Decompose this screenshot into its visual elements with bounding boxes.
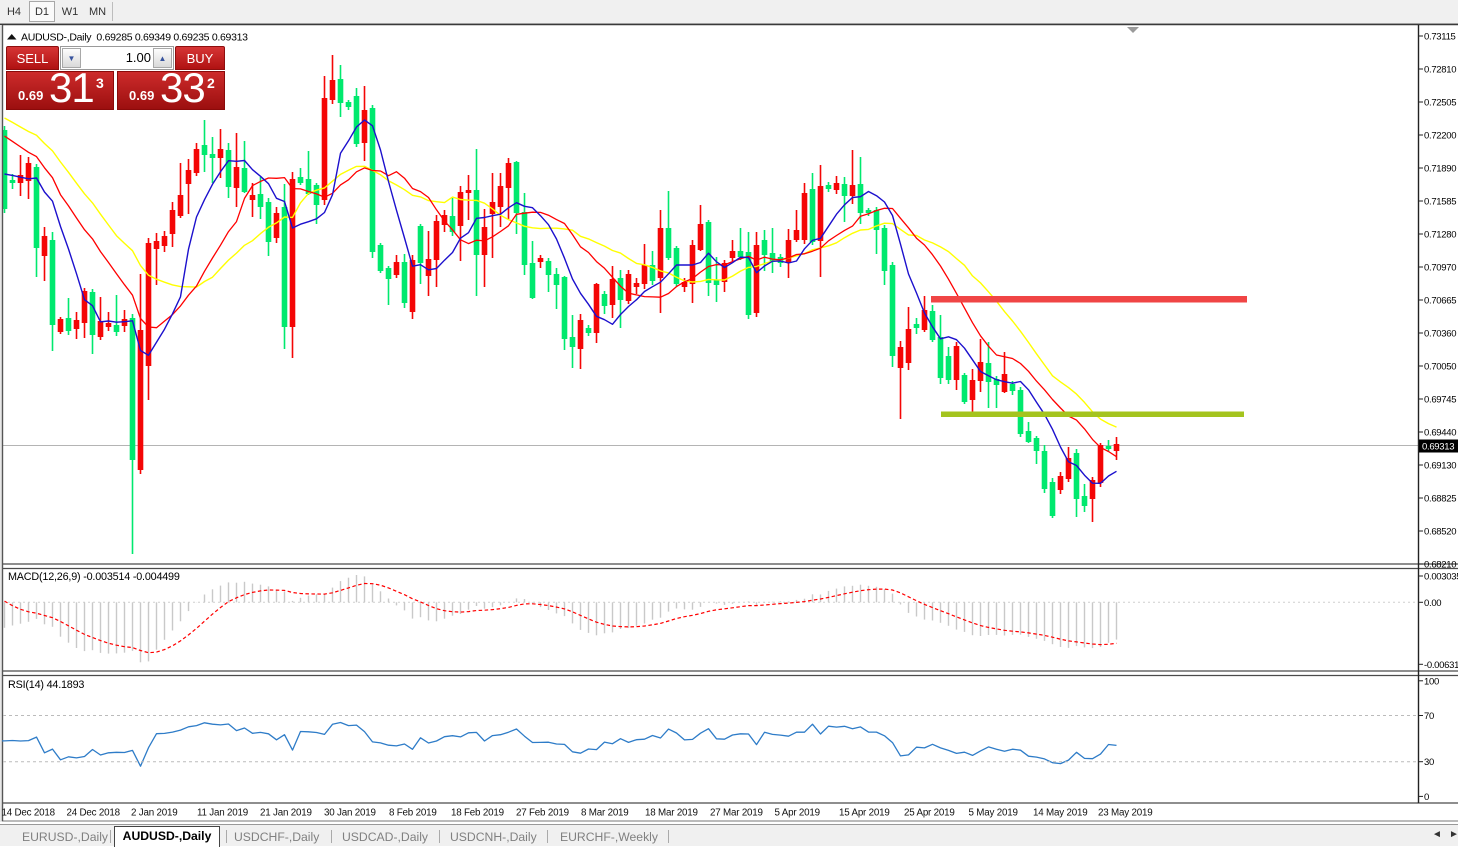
svg-text:30: 30 <box>1424 757 1434 768</box>
svg-text:0.70970: 0.70970 <box>1424 263 1456 274</box>
svg-text:RSI(14) 44.1893: RSI(14) 44.1893 <box>8 679 84 691</box>
svg-text:0.71585: 0.71585 <box>1424 197 1456 208</box>
svg-text:25 Apr 2019: 25 Apr 2019 <box>904 808 955 819</box>
svg-text:100: 100 <box>1424 676 1439 687</box>
svg-text:0.70050: 0.70050 <box>1424 362 1456 373</box>
svg-text:27 Mar 2019: 27 Mar 2019 <box>710 808 763 819</box>
svg-text:18 Feb 2019: 18 Feb 2019 <box>451 808 504 819</box>
svg-text:0.69745: 0.69745 <box>1424 395 1456 406</box>
svg-text:AUDUSD-,Daily 0.69285 0.69349: AUDUSD-,Daily 0.69285 0.69349 0.69235 0.… <box>21 32 248 44</box>
svg-text:14 May 2019: 14 May 2019 <box>1033 808 1087 819</box>
svg-text:MACD(12,26,9) -0.003514 -0.004: MACD(12,26,9) -0.003514 -0.004499 <box>8 571 180 583</box>
svg-text:5 Apr 2019: 5 Apr 2019 <box>775 808 820 819</box>
svg-text:0.68825: 0.68825 <box>1424 494 1456 505</box>
svg-text:0.70665: 0.70665 <box>1424 296 1456 307</box>
svg-text:11 Jan 2019: 11 Jan 2019 <box>197 808 248 819</box>
svg-text:8 Mar 2019: 8 Mar 2019 <box>581 808 629 819</box>
svg-text:2 Jan 2019: 2 Jan 2019 <box>131 808 177 819</box>
svg-text:15 Apr 2019: 15 Apr 2019 <box>839 808 890 819</box>
svg-text:0.72810: 0.72810 <box>1424 65 1456 76</box>
svg-text:0.69130: 0.69130 <box>1424 461 1456 472</box>
svg-text:70: 70 <box>1424 711 1434 722</box>
svg-text:0.71280: 0.71280 <box>1424 230 1456 241</box>
svg-text:23 May 2019: 23 May 2019 <box>1098 808 1152 819</box>
svg-text:-0.00631: -0.00631 <box>1424 660 1458 671</box>
svg-text:0.69440: 0.69440 <box>1424 428 1456 439</box>
svg-text:8 Feb 2019: 8 Feb 2019 <box>389 808 437 819</box>
svg-text:0.71890: 0.71890 <box>1424 164 1456 175</box>
svg-text:0.69313: 0.69313 <box>1422 442 1454 453</box>
svg-text:18 Mar 2019: 18 Mar 2019 <box>645 808 698 819</box>
svg-text:0.00: 0.00 <box>1424 598 1441 609</box>
svg-text:0.70360: 0.70360 <box>1424 329 1456 340</box>
svg-text:0.72505: 0.72505 <box>1424 98 1456 109</box>
svg-text:30 Jan 2019: 30 Jan 2019 <box>324 808 376 819</box>
svg-text:24 Dec 2018: 24 Dec 2018 <box>67 808 121 819</box>
svg-text:0.72200: 0.72200 <box>1424 131 1456 142</box>
svg-text:0.68520: 0.68520 <box>1424 527 1456 538</box>
svg-text:27 Feb 2019: 27 Feb 2019 <box>516 808 569 819</box>
svg-text:14 Dec 2018: 14 Dec 2018 <box>2 808 56 819</box>
svg-text:0.68210: 0.68210 <box>1424 560 1456 571</box>
svg-text:0.003035: 0.003035 <box>1424 572 1458 583</box>
svg-text:0: 0 <box>1424 792 1429 803</box>
svg-text:21 Jan 2019: 21 Jan 2019 <box>260 808 312 819</box>
svg-text:0.73115: 0.73115 <box>1424 32 1456 43</box>
svg-text:5 May 2019: 5 May 2019 <box>969 808 1018 819</box>
